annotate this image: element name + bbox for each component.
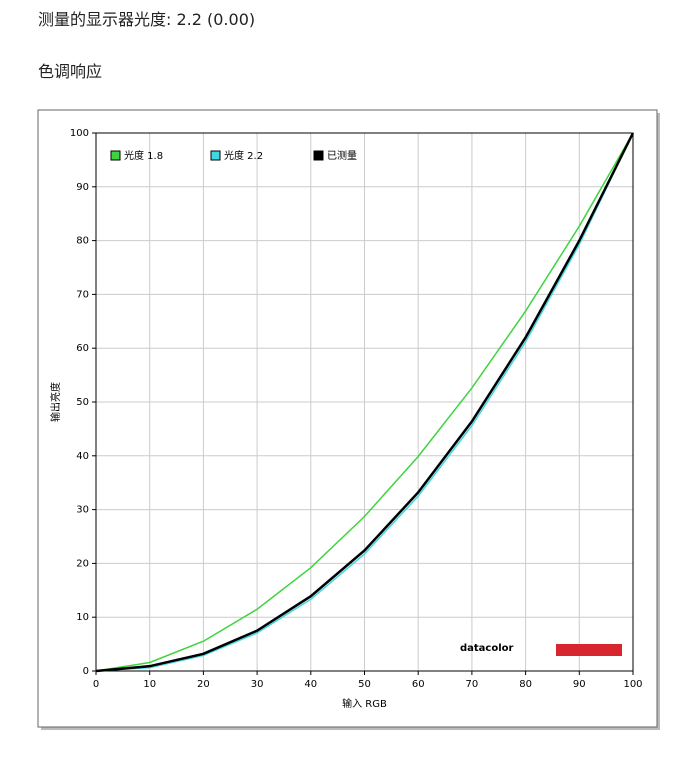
frame [37, 109, 658, 728]
line [95, 132, 634, 672]
y-tick-label: 80 [76, 236, 89, 247]
x-tick-label: 10 [143, 679, 156, 690]
x-tick-label: 40 [304, 679, 317, 690]
y-tick-label: 10 [76, 612, 89, 623]
x-tick-label: 20 [197, 679, 210, 690]
logo-bar [556, 644, 622, 656]
legend-swatch [110, 150, 121, 161]
legend-swatch [313, 150, 324, 161]
x-tick-label: 50 [358, 679, 371, 690]
x-tick-label: 30 [251, 679, 264, 690]
line [95, 132, 634, 672]
x-axis-label: 输入 RGB [342, 697, 387, 710]
plot-border [95, 132, 634, 672]
header-title: 测量的显示器光度: 2.2 (0.00) [38, 10, 256, 29]
y-tick-label: 50 [76, 397, 89, 408]
x-tick-label: 80 [519, 679, 532, 690]
x-tick-label: 0 [93, 679, 99, 690]
y-tick-label: 70 [76, 289, 89, 300]
legend-label: 光度 2.2 [224, 149, 263, 162]
y-axis-label: 输出亮度 [49, 382, 62, 422]
legend-label: 已测量 [327, 149, 357, 162]
y-tick-label: 20 [76, 558, 89, 569]
legend-swatch [210, 150, 221, 161]
y-tick-label: 60 [76, 343, 89, 354]
y-tick-label: 100 [70, 128, 89, 139]
y-tick-label: 30 [76, 505, 89, 516]
y-tick-label: 0 [83, 666, 89, 677]
line [95, 132, 635, 673]
y-tick-label: 40 [76, 451, 89, 462]
logo: datacolor [460, 643, 514, 654]
x-tick-label: 60 [412, 679, 425, 690]
legend-label: 光度 1.8 [124, 149, 163, 162]
x-tick-label: 100 [623, 679, 642, 690]
section-title: 色调响应 [38, 62, 103, 81]
x-tick-label: 90 [573, 679, 586, 690]
y-tick-label: 90 [76, 182, 89, 193]
x-tick-label: 70 [466, 679, 479, 690]
